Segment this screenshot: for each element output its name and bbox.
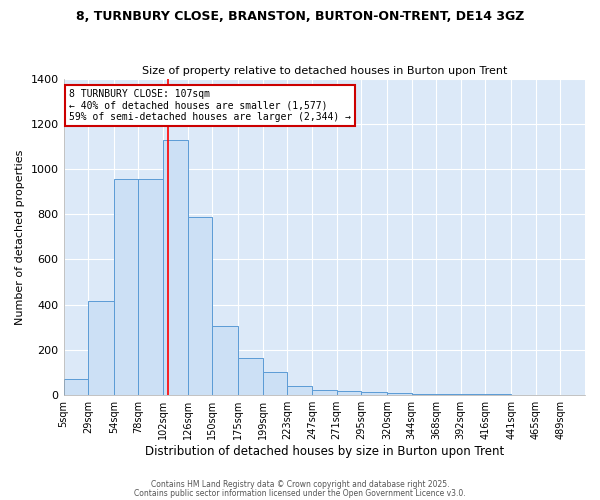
Bar (337, 392, 361, 394)
Bar (212, 326, 238, 394)
Bar (387, 393, 412, 394)
Bar (188, 216, 212, 394)
Bar (139, 180, 163, 394)
Y-axis label: Number of detached properties: Number of detached properties (15, 149, 25, 324)
Bar (114, 180, 139, 394)
Bar (163, 140, 188, 394)
Text: 8, TURNBURY CLOSE, BRANSTON, BURTON-ON-TRENT, DE14 3GZ: 8, TURNBURY CLOSE, BRANSTON, BURTON-ON-T… (76, 10, 524, 23)
Text: Contains HM Land Registry data © Crown copyright and database right 2025.: Contains HM Land Registry data © Crown c… (151, 480, 449, 489)
Bar (64, 379, 88, 394)
Bar (88, 301, 114, 394)
Text: Contains public sector information licensed under the Open Government Licence v3: Contains public sector information licen… (134, 488, 466, 498)
Title: Size of property relative to detached houses in Burton upon Trent: Size of property relative to detached ho… (142, 66, 507, 76)
Bar (263, 372, 287, 394)
Text: 8 TURNBURY CLOSE: 107sqm
← 40% of detached houses are smaller (1,577)
59% of sem: 8 TURNBURY CLOSE: 107sqm ← 40% of detach… (69, 88, 351, 122)
Bar (238, 358, 263, 395)
Bar (361, 392, 387, 394)
Bar (287, 386, 312, 394)
Bar (312, 390, 337, 394)
X-axis label: Distribution of detached houses by size in Burton upon Trent: Distribution of detached houses by size … (145, 444, 504, 458)
